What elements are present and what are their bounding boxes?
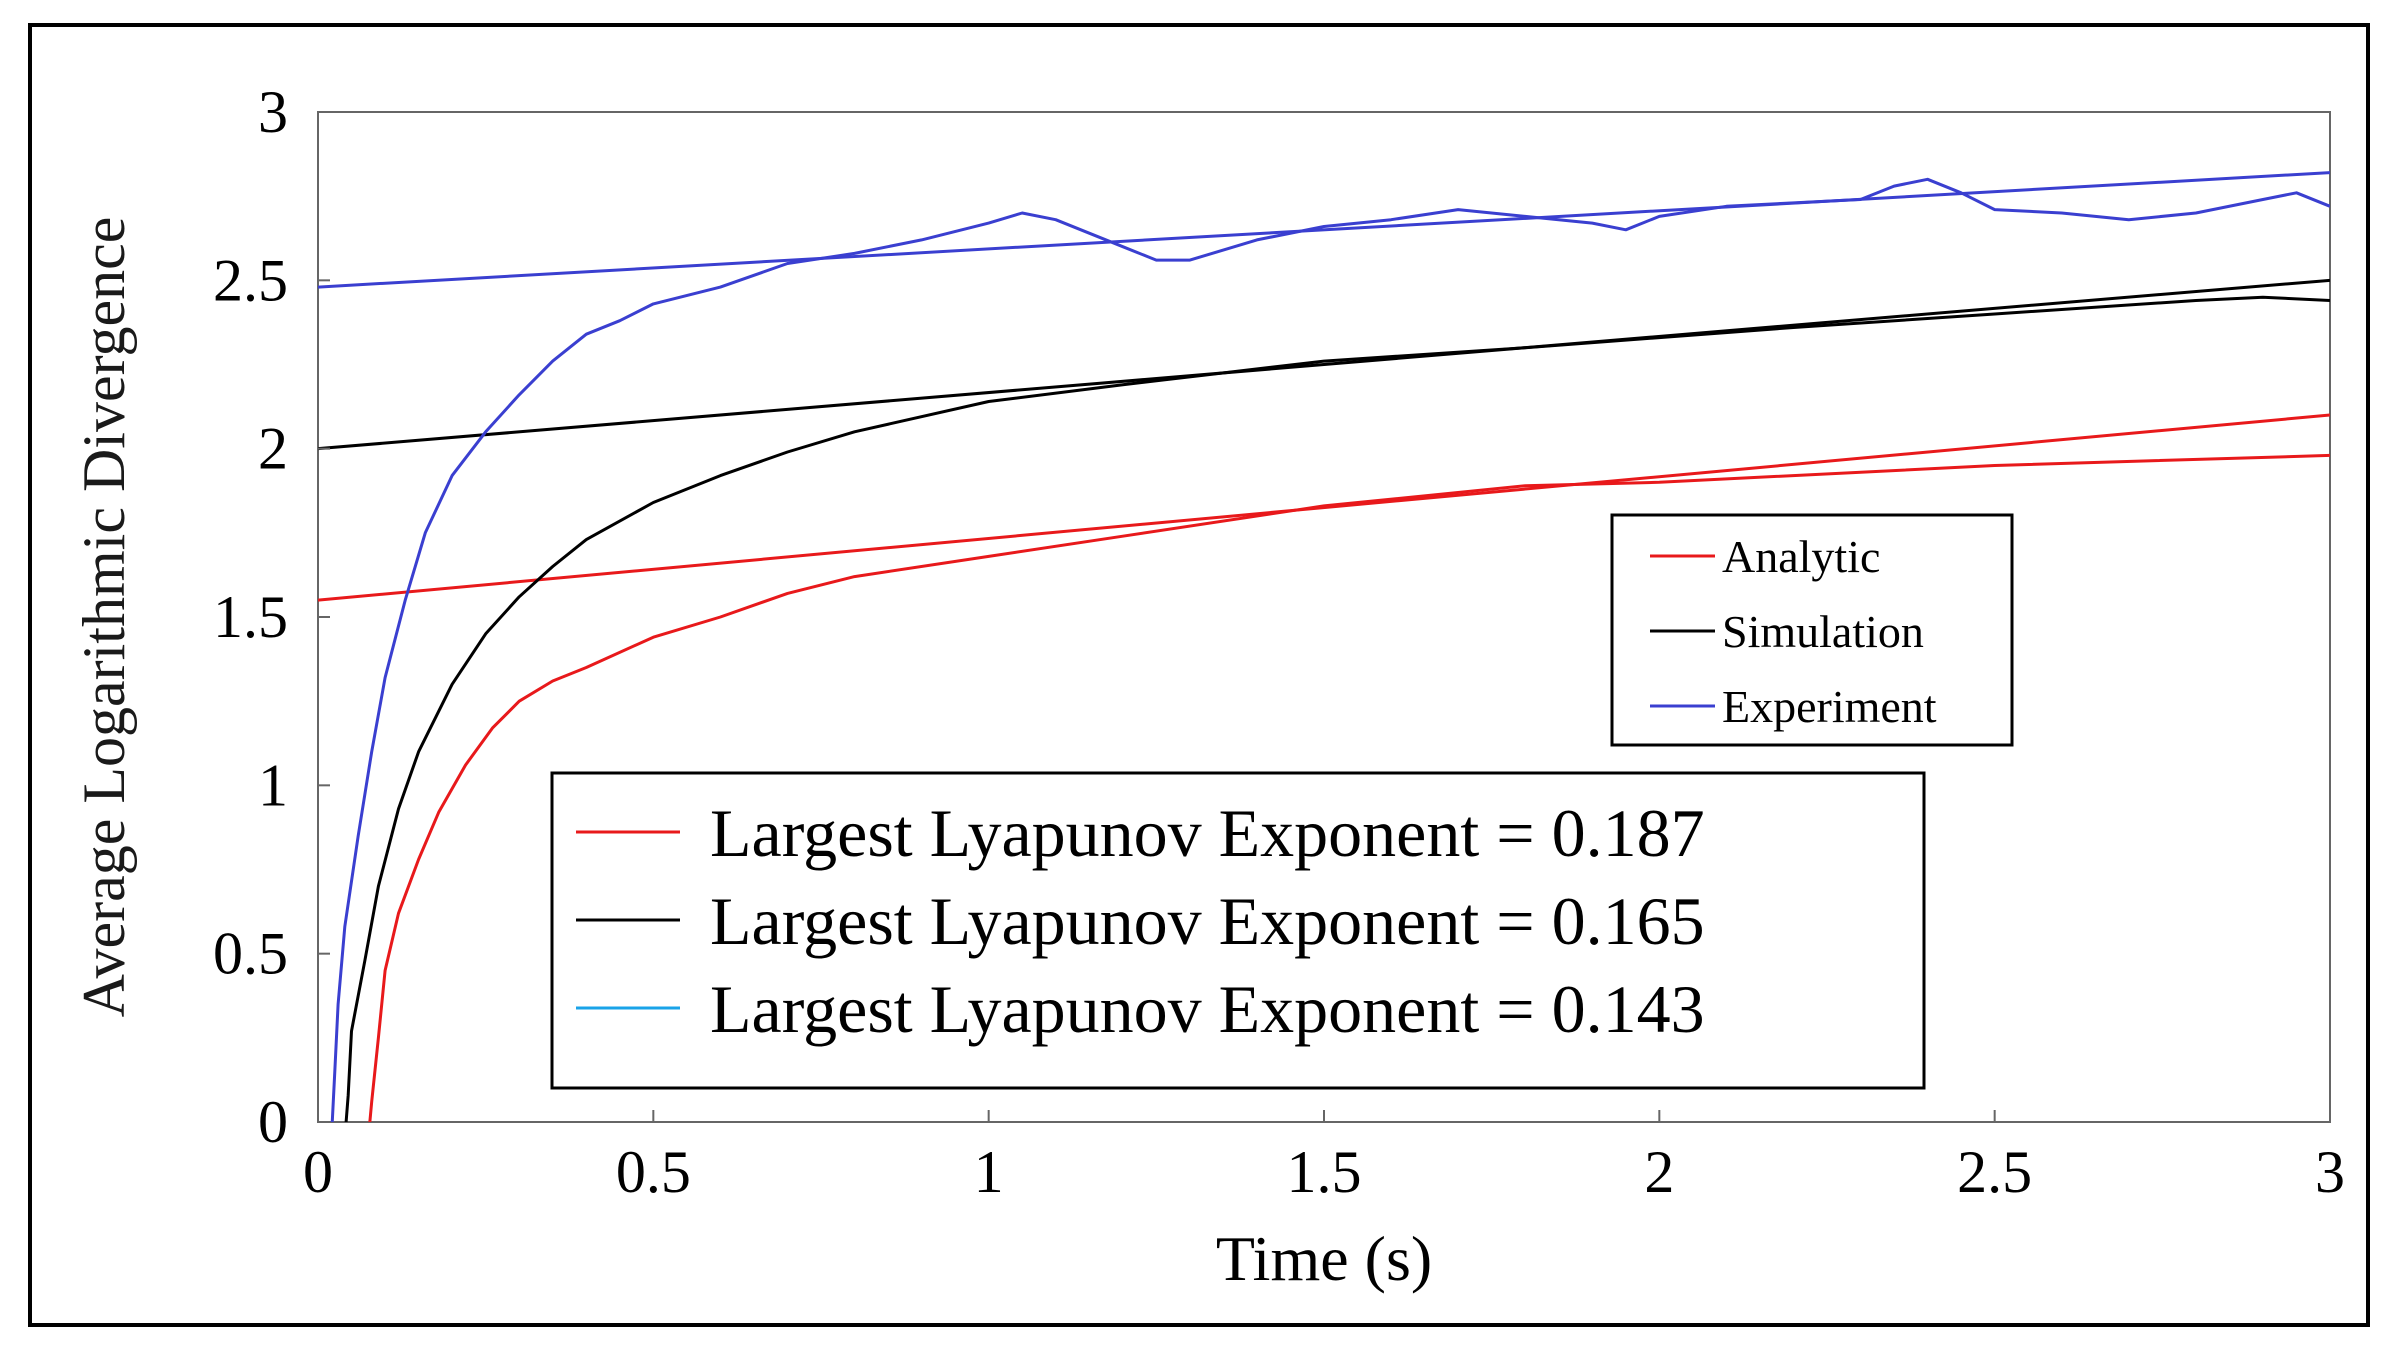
y-tick-label: 1 [258, 752, 288, 818]
y-tick-label: 1.5 [213, 584, 288, 650]
fit-lines [318, 171, 2330, 602]
x-tick-label: 1 [974, 1139, 1004, 1205]
exponent-legend-label: Largest Lyapunov Exponent = 0.143 [710, 971, 1705, 1047]
series-legend-label: Analytic [1722, 531, 1880, 582]
exponent-legend-label: Largest Lyapunov Exponent = 0.187 [710, 795, 1705, 871]
x-tick-label: 2.5 [1957, 1139, 2032, 1205]
fit-line-2 [318, 171, 2330, 289]
y-tick-label: 2 [258, 416, 288, 482]
y-tick-label: 0.5 [213, 921, 288, 987]
series-legend: Analytic Simulation Experiment [1610, 513, 2014, 747]
x-tick-label: 2 [1644, 1139, 1674, 1205]
series-line-simulation [344, 295, 2330, 1122]
x-axis-label: Time (s) [1216, 1223, 1432, 1294]
x-tick-label: 3 [2315, 1139, 2345, 1205]
y-axis-ticks: 0 0.5 1 1.5 2 2.5 3 [213, 79, 330, 1155]
y-tick-label: 3 [258, 79, 288, 145]
series-line-analytic [368, 453, 2330, 1122]
series-lines [330, 177, 2330, 1122]
x-tick-label: 1.5 [1287, 1139, 1362, 1205]
series-line-experiment [330, 177, 2330, 1122]
exponent-legend: Largest Lyapunov Exponent = 0.187 Largest… [550, 771, 1926, 1090]
fit-line-0 [318, 413, 2330, 602]
y-tick-label: 0 [258, 1089, 288, 1155]
x-axis-ticks: 0 0.5 1 1.5 2 2.5 3 [303, 1110, 2345, 1205]
exponent-legend-box [550, 771, 1926, 1090]
series-legend-label: Simulation [1722, 606, 1924, 657]
x-tick-label: 0.5 [616, 1139, 691, 1205]
fit-line-1 [318, 278, 2330, 451]
series-legend-label: Experiment [1722, 681, 1937, 732]
y-axis-label: Average Logarithmic Divergence [71, 217, 137, 1018]
exponent-legend-label: Largest Lyapunov Exponent = 0.165 [710, 883, 1705, 959]
y-tick-label: 2.5 [213, 247, 288, 313]
x-tick-label: 0 [303, 1139, 333, 1205]
